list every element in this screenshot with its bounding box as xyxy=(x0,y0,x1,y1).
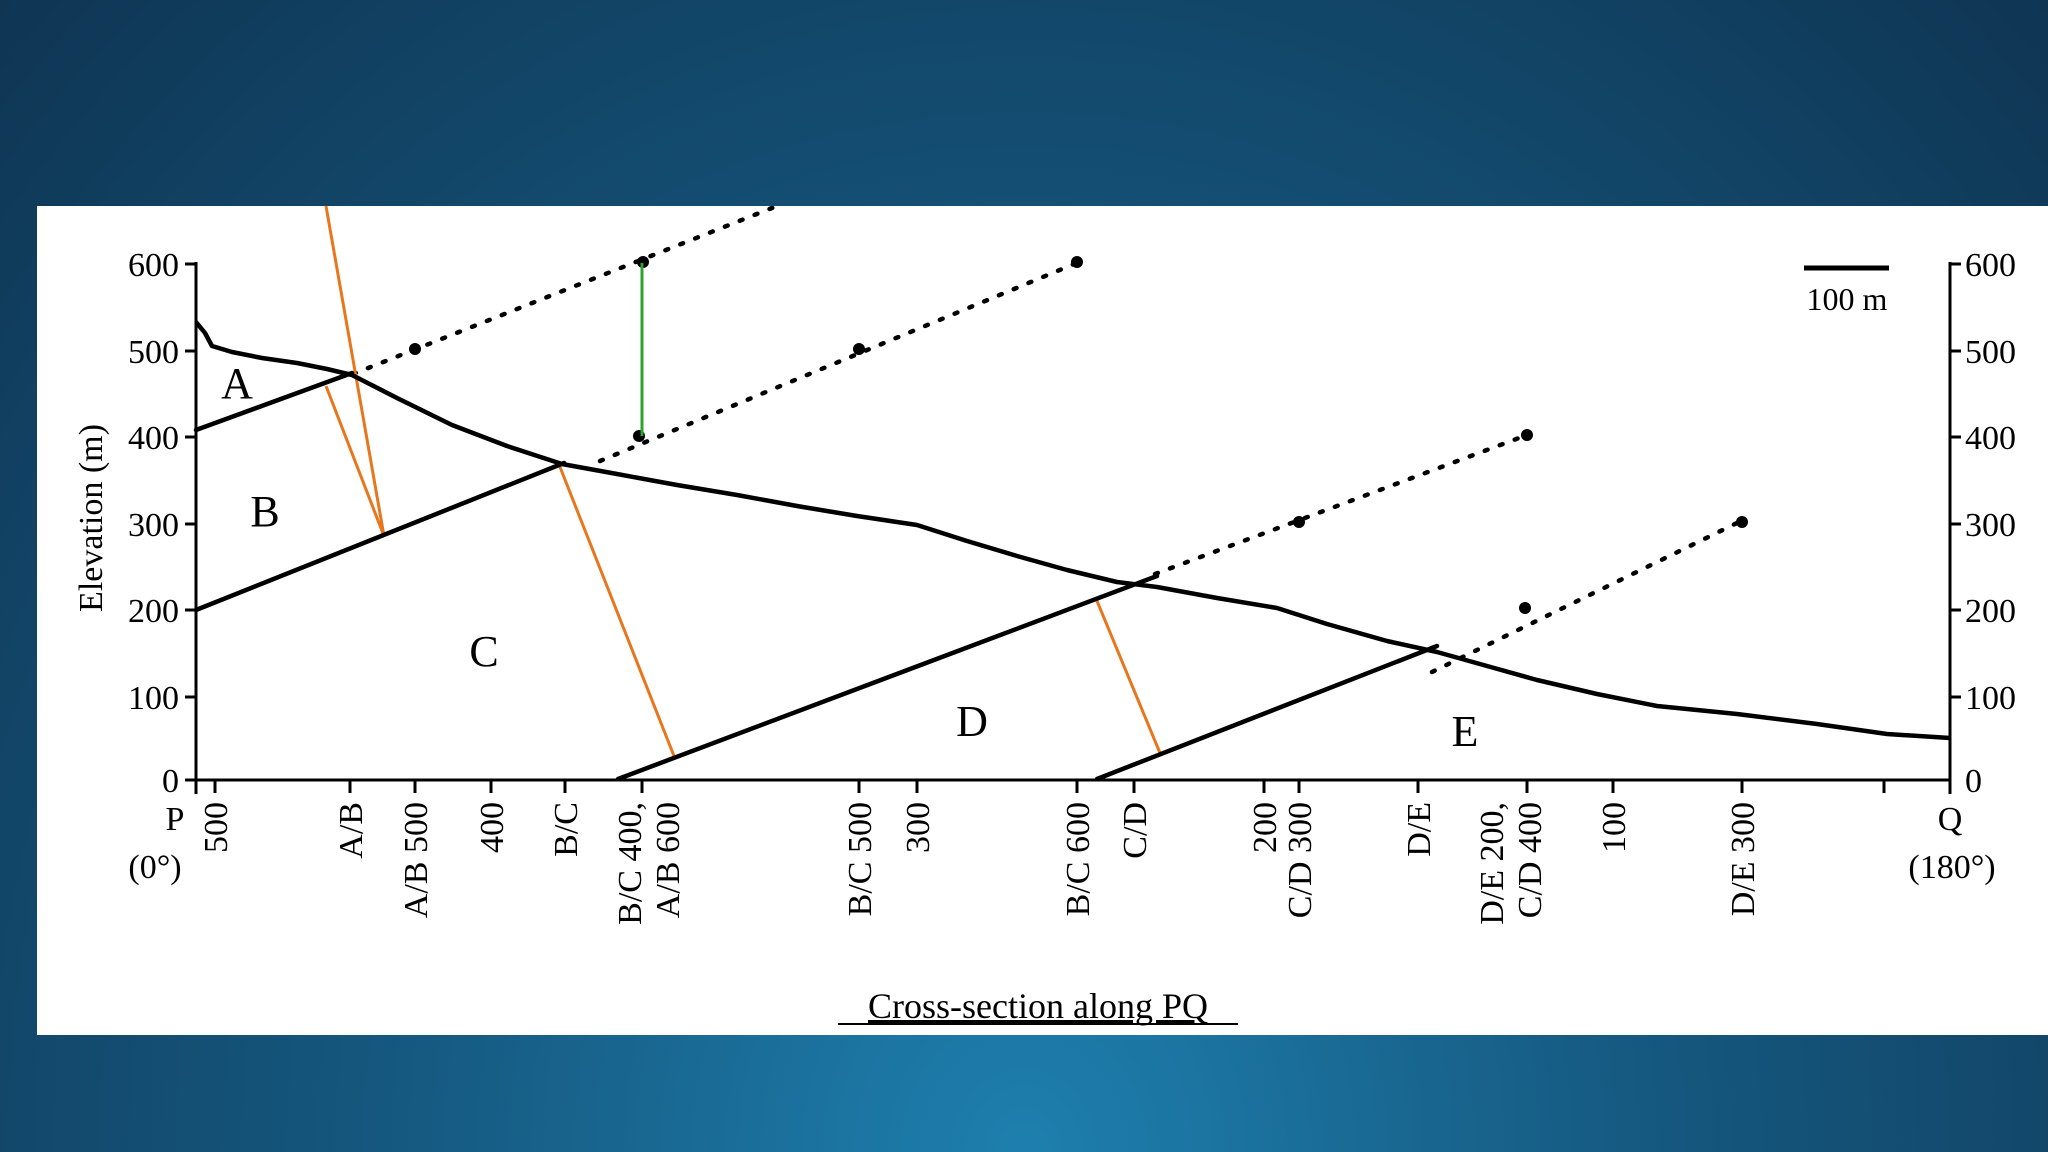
q-label: Q xyxy=(1938,801,1963,838)
x-label-500: 500 xyxy=(198,802,235,853)
y-tick-300: 300 xyxy=(128,507,179,544)
y-tick-100: 100 xyxy=(128,680,179,717)
p-label: P xyxy=(166,801,185,838)
unit-b-label: B xyxy=(250,487,279,536)
axes xyxy=(192,262,1952,794)
x-label-400: 400 xyxy=(474,802,511,853)
y-tick-0: 0 xyxy=(162,763,179,800)
dot-bc-500 xyxy=(853,343,865,355)
projection-dots xyxy=(409,256,1748,614)
y-axis-title: Elevation (m) xyxy=(73,424,110,612)
unit-a-label: A xyxy=(221,359,253,408)
orange-lines xyxy=(324,385,1162,757)
x-label-de: D/E xyxy=(1401,802,1438,857)
left-axis-ticks xyxy=(185,262,196,782)
figure-caption: Cross-section along PQ xyxy=(868,986,1208,1026)
dot-bc-600 xyxy=(1071,256,1083,268)
x-label-de-300: D/E 300 xyxy=(1725,802,1762,916)
unit-d-label: D xyxy=(956,697,988,746)
x-label-ab-600: A/B 600 xyxy=(650,802,687,918)
dot-cd-400 xyxy=(1521,429,1533,441)
p-angle-label: (0°) xyxy=(128,849,181,886)
topographic-profile xyxy=(194,320,1951,741)
x-label-cd: C/D xyxy=(1117,802,1154,859)
cross-section-diagram: 600 500 400 300 200 100 0 600 500 400 30… xyxy=(73,206,2016,1026)
thickness-line-b xyxy=(324,385,386,537)
x-label-300: 300 xyxy=(900,802,937,853)
right-axis-ticks xyxy=(1950,262,1961,699)
unit-e-label: E xyxy=(1452,707,1479,756)
y-tick-right-200: 200 xyxy=(1965,593,2016,630)
contact-lines xyxy=(193,370,1440,782)
y-tick-200: 200 xyxy=(128,593,179,630)
x-label-100: 100 xyxy=(1596,802,1633,853)
contact-ab xyxy=(193,370,355,433)
thickness-line-d xyxy=(1095,600,1162,754)
figure-panel: 600 500 400 300 200 100 0 600 500 400 30… xyxy=(37,206,2048,1035)
dot-cd-300 xyxy=(1293,516,1305,528)
y-tick-600: 600 xyxy=(128,247,179,284)
y-tick-right-100: 100 xyxy=(1965,680,2016,717)
scale-bar-label: 100 m xyxy=(1807,281,1888,317)
x-label-ab: A/B xyxy=(333,802,370,859)
unit-labels: A B C D E xyxy=(221,359,1478,756)
x-label-bc-600: B/C 600 xyxy=(1060,802,1097,916)
x-label-bc-500: B/C 500 xyxy=(842,802,879,916)
x-label-ab-500: A/B 500 xyxy=(398,802,435,918)
y-tick-400: 400 xyxy=(128,420,179,457)
y-tick-right-600: 600 xyxy=(1965,247,2016,284)
x-label-bc-400: B/C 400, xyxy=(612,802,649,925)
y-tick-500: 500 xyxy=(128,334,179,371)
y-tick-right-400: 400 xyxy=(1965,420,2016,457)
x-label-200: 200 xyxy=(1247,802,1284,853)
contact-cd xyxy=(615,573,1160,782)
x-label-cd-300: C/D 300 xyxy=(1282,802,1319,918)
y-tick-right-500: 500 xyxy=(1965,334,2016,371)
right-axis-tick-labels: 600 500 400 300 200 100 0 xyxy=(1965,247,2016,800)
thickness-lines xyxy=(324,206,386,537)
x-tick-labels: 500 A/B A/B 500 400 B/C B/C 400, A/B 600… xyxy=(198,802,1762,925)
dot-ab-500 xyxy=(409,343,421,355)
dot-de-300 xyxy=(1736,516,1748,528)
left-axis-tick-labels: 600 500 400 300 200 100 0 xyxy=(128,247,179,800)
thickness-line-c xyxy=(558,466,676,757)
unit-c-label: C xyxy=(469,627,498,676)
contact-bc xyxy=(193,460,567,613)
y-tick-right-300: 300 xyxy=(1965,507,2016,544)
x-label-cd-400: C/D 400 xyxy=(1512,802,1549,918)
q-angle-label: (180°) xyxy=(1908,849,1995,886)
projection-lines xyxy=(350,206,1742,675)
x-label-de-200: D/E 200, xyxy=(1474,802,1511,925)
dot-de-200 xyxy=(1519,602,1531,614)
x-axis-ticks xyxy=(213,780,1886,793)
y-tick-right-0: 0 xyxy=(1965,763,1982,800)
contact-de xyxy=(1094,643,1440,782)
x-label-bc: B/C xyxy=(548,802,585,857)
dot-ab-600 xyxy=(637,256,649,268)
